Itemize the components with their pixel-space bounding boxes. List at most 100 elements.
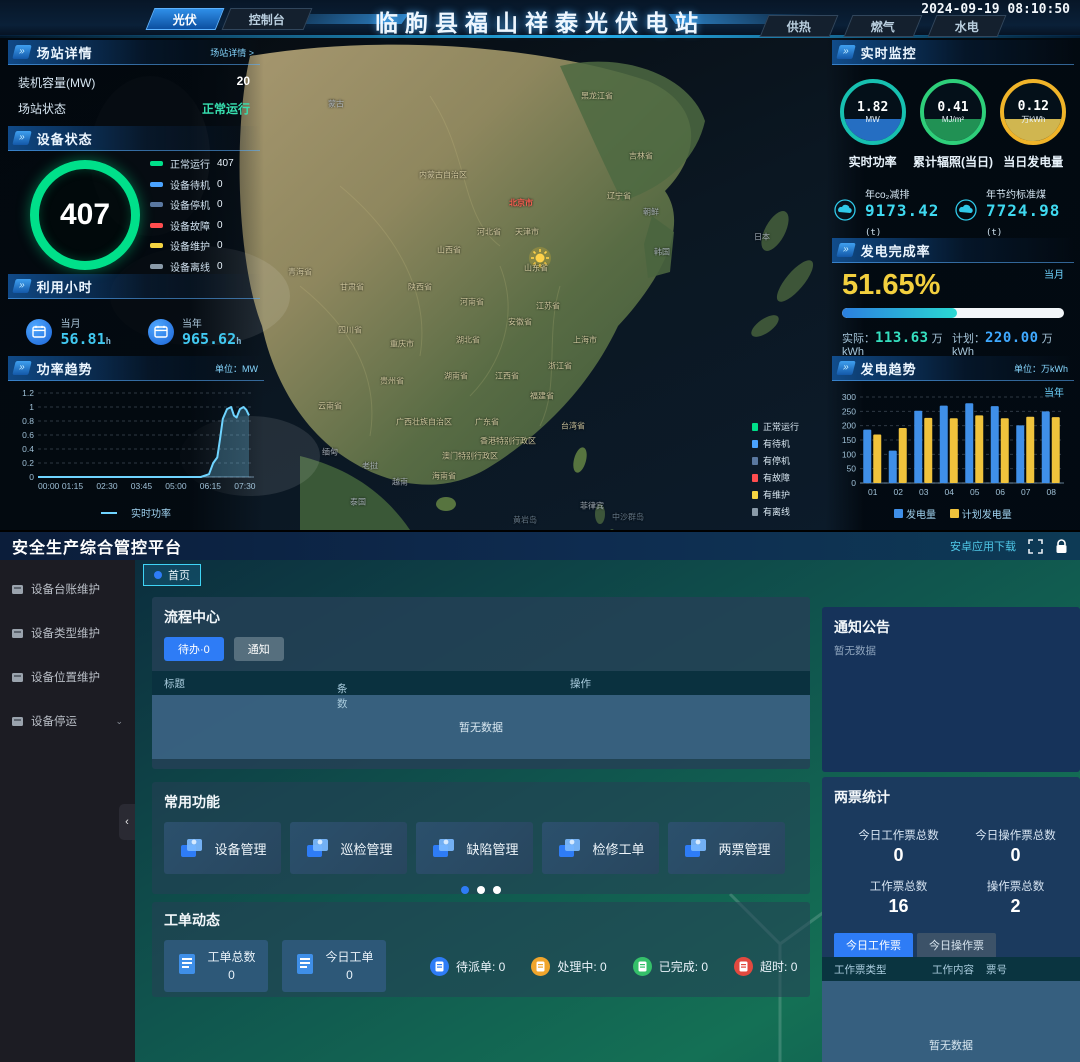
- gauge-value: 0.12: [1017, 99, 1049, 114]
- workorder-tile-今日工单[interactable]: 今日工单 0: [282, 940, 386, 992]
- titlebar-actions: 安卓应用下载: [950, 538, 1080, 554]
- energy-tabs-right: 供热 燃气 水电: [759, 15, 1007, 37]
- map-label-黑龙江省: 黑龙江省: [581, 91, 613, 101]
- function-card-巡检管理[interactable]: 巡检管理: [290, 822, 407, 874]
- legend-item: 正常运行 407: [150, 156, 235, 171]
- map-label-泰国: 泰国: [350, 497, 366, 507]
- completion-period[interactable]: 当月: [1044, 270, 1064, 281]
- fullscreen-icon[interactable]: [1028, 538, 1043, 554]
- sidebar-collapse-handle[interactable]: ‹: [119, 804, 135, 840]
- legend-label: 有维护: [763, 490, 791, 500]
- eco-unit: (t): [865, 228, 882, 238]
- svg-text:06:15: 06:15: [200, 481, 222, 491]
- legend-value: 407: [217, 158, 234, 169]
- legend-label: 设备离线: [170, 262, 210, 274]
- usage-unit: h: [105, 337, 112, 347]
- panel-arrow-icon: »: [12, 279, 32, 293]
- sort-icon[interactable]: ↕: [337, 681, 342, 691]
- header-tab-燃气[interactable]: 燃气: [843, 15, 923, 37]
- lock-icon[interactable]: [1055, 538, 1068, 554]
- panel-title: 发电趋势: [860, 361, 917, 377]
- power-trend-chart: 0 0.2 0.4 0.6 0.8 1 1.2 00:00 01:15 02:30 03:45 05:…: [22, 388, 256, 491]
- function-card-缺陷管理[interactable]: 缺陷管理: [416, 822, 533, 874]
- sidebar-item-设备停运[interactable]: 设备停运 ⌄: [0, 706, 135, 736]
- gauge-累计辐照(当日): 0.41 MJ/m² 累计辐照(当日): [913, 79, 993, 170]
- legend-color-chip: [752, 473, 758, 482]
- power-unit-label: 单位：MW: [215, 363, 258, 374]
- svg-text:0.6: 0.6: [22, 430, 34, 440]
- gauge-当日发电量: 0.12 万kWh 当日发电量: [1000, 79, 1067, 170]
- legend-swatch: [950, 509, 959, 518]
- header-tab-光伏[interactable]: 光伏: [145, 8, 225, 30]
- function-3d-icon: [178, 834, 206, 863]
- legend-label: 正常运行: [763, 422, 800, 432]
- function-card-设备管理[interactable]: 设备管理: [164, 822, 281, 874]
- station-details-link[interactable]: 场站详情 >: [210, 47, 254, 58]
- legend-color-chip: [752, 456, 758, 465]
- panel-station-details: » 场站详情 场站详情 > 装机容量(MW) 20 场站状态 正常运行: [8, 40, 260, 126]
- legend-color-chip: [150, 202, 163, 207]
- svg-text:04: 04: [945, 487, 955, 497]
- card-process-center: 流程中心 待办·0 通知 标题 条数 ↕ 操作 暂无数据: [152, 597, 810, 769]
- legend-label: 有停机: [763, 456, 791, 466]
- solar-dashboard: 临朐县福山祥泰光伏电站 光伏 控制台 2024-09-19 08:10:50 供热…: [0, 0, 1080, 530]
- badge-label: 已完成: 0: [658, 959, 709, 974]
- usage-unit: h: [236, 337, 242, 347]
- china-landmass: [239, 44, 692, 485]
- tab-home[interactable]: 首页: [143, 564, 201, 586]
- function-card-label: 缺陷管理: [466, 841, 519, 857]
- header-tab-控制台[interactable]: 控制台: [221, 8, 313, 30]
- device-module-icon: [12, 672, 23, 682]
- map-label-云南省: 云南省: [318, 401, 342, 411]
- ticket-tab-今日操作票[interactable]: 今日操作票: [917, 933, 996, 957]
- legend-label: 有故障: [763, 473, 791, 483]
- function-card-两票管理[interactable]: 两票管理: [668, 822, 785, 874]
- svg-text:0: 0: [29, 472, 34, 482]
- workorder-tile-工单总数[interactable]: 工单总数 0: [164, 940, 268, 992]
- panel-title: 场站详情: [36, 45, 93, 61]
- sidebar-item-设备类型维护[interactable]: 设备类型维护: [0, 618, 135, 648]
- android-download-link[interactable]: 安卓应用下载: [950, 541, 1016, 553]
- function-card-检修工单[interactable]: 检修工单: [542, 822, 659, 874]
- device-status-legend: 正常运行 407 设备待机 0 设备停机 0 设备故障 0 设备维护 0 设备离线 0: [150, 156, 235, 274]
- map-label-广西壮族自治区: 广西壮族自治区: [396, 417, 452, 427]
- station-marker[interactable]: [529, 247, 551, 269]
- panel-arrow-icon: »: [12, 45, 32, 59]
- legend-value: 0: [217, 219, 223, 231]
- workorder-tile-value: 0: [228, 968, 235, 982]
- legend-item: 设备离线 0: [150, 259, 235, 274]
- map-label-陕西省: 陕西省: [408, 282, 432, 292]
- function-card-label: 检修工单: [592, 841, 645, 857]
- sidebar-item-label: 设备类型维护: [31, 628, 100, 640]
- solar-header-bar: 临朐县福山祥泰光伏电站 光伏 控制台 2024-09-19 08:10:50 供热…: [0, 0, 1080, 38]
- sidebar-item-设备台账维护[interactable]: 设备台账维护: [0, 574, 135, 604]
- header-tab-供热[interactable]: 供热: [759, 15, 839, 37]
- panel-device-status: » 设备状态 407 正常运行 407 设备待机 0 设备停机 0 设备故障 0 设备维护 0 设备离…: [8, 126, 260, 274]
- ticket-stat-label: 工作票总数: [869, 881, 928, 893]
- legend-color-chip: [752, 422, 758, 431]
- panel-title: 利用小时: [36, 279, 93, 295]
- panel-arrow-icon: »: [836, 361, 856, 375]
- safety-platform: 安全生产综合管控平台 安卓应用下载 设备台账维护 设备类型维护 设备位置维护 设备停运…: [0, 530, 1080, 1062]
- ticket-tab-今日工作票[interactable]: 今日工作票: [834, 933, 913, 957]
- carousel-dot-0[interactable]: [461, 886, 469, 894]
- gen-trend-period[interactable]: 当年: [1044, 388, 1064, 399]
- map-label-北京市: 北京市: [509, 198, 533, 208]
- device-module-icon: [12, 628, 23, 638]
- gen-unit-label: 单位：万kWh: [1013, 363, 1068, 374]
- map-label-重庆市: 重庆市: [390, 339, 414, 349]
- ticket-stat-label: 操作票总数: [986, 881, 1045, 893]
- header-tab-水电[interactable]: 水电: [927, 15, 1007, 37]
- carousel-dot-1[interactable]: [477, 886, 485, 894]
- sidebar-item-设备位置维护[interactable]: 设备位置维护: [0, 662, 135, 692]
- process-btn-待办·0[interactable]: 待办·0: [164, 637, 224, 661]
- legend-color-chip: [150, 243, 163, 248]
- completion-progressbar: [842, 308, 1064, 318]
- process-btn-通知[interactable]: 通知: [233, 637, 284, 661]
- legend-item: 有故障: [752, 471, 799, 484]
- card-workorders: 工单动态 工单总数 0 今日工单 0 待派单: 0 处理中: 0 已完成: 0 超时: 0: [152, 902, 810, 997]
- map-label-老挝: 老挝: [362, 461, 378, 471]
- workorder-badges: 待派单: 0 处理中: 0 已完成: 0 超时: 0: [430, 956, 797, 976]
- carousel-dot-2[interactable]: [493, 886, 501, 894]
